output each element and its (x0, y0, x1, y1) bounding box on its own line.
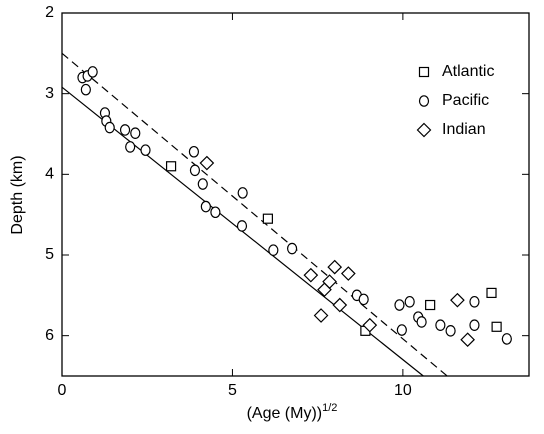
point (303, 267, 319, 283)
point (199, 155, 215, 171)
point (450, 292, 465, 308)
x-tick-label: 5 (228, 382, 237, 399)
point (268, 244, 279, 256)
point (200, 200, 211, 213)
point (469, 295, 480, 308)
legend-label: Pacific (442, 92, 489, 109)
point (396, 324, 407, 336)
point (394, 299, 405, 311)
legend-label: Atlantic (442, 63, 494, 80)
point (313, 308, 329, 323)
y-axis-label: Depth (km) (9, 155, 26, 234)
point (125, 141, 136, 153)
point (140, 144, 151, 156)
point (445, 325, 456, 337)
point (404, 295, 415, 308)
x-axis-label-sup: 1/2 (322, 402, 337, 414)
point (210, 206, 221, 219)
point (197, 178, 208, 190)
fit-line (61, 52, 448, 377)
point (322, 274, 337, 289)
point (486, 287, 497, 299)
point (491, 321, 502, 332)
point (237, 187, 248, 199)
point (188, 145, 200, 158)
point (165, 161, 177, 172)
point (332, 297, 348, 313)
point (130, 127, 141, 139)
point (189, 164, 201, 177)
y-tick-label: 5 (45, 246, 54, 263)
legend-marker (418, 66, 430, 78)
plot-frame (61, 12, 530, 377)
point (362, 317, 378, 333)
point (469, 319, 480, 331)
x-tick-label: 10 (394, 382, 412, 399)
legend-marker (416, 122, 432, 138)
point (416, 316, 427, 328)
legend-label: Indian (442, 121, 486, 138)
x-axis-label: (Age (My))1/2 (247, 402, 338, 422)
y-tick-label: 3 (45, 85, 54, 102)
y-tick-label: 2 (45, 4, 54, 21)
x-axis-label-main: (Age (My)) (247, 405, 323, 422)
y-tick-label: 4 (45, 166, 54, 183)
point (358, 293, 369, 306)
point (327, 259, 343, 275)
point (119, 124, 131, 136)
point (87, 66, 98, 78)
point (80, 83, 91, 96)
point (501, 333, 512, 345)
x-tick-label: 0 (58, 382, 67, 399)
point (435, 319, 446, 331)
point (425, 299, 436, 311)
point (286, 242, 298, 255)
point (460, 332, 475, 348)
point (340, 266, 356, 281)
point (236, 220, 248, 232)
legend-marker (418, 95, 430, 107)
point (104, 121, 115, 134)
point (262, 213, 273, 224)
y-tick-label: 6 (45, 327, 54, 344)
